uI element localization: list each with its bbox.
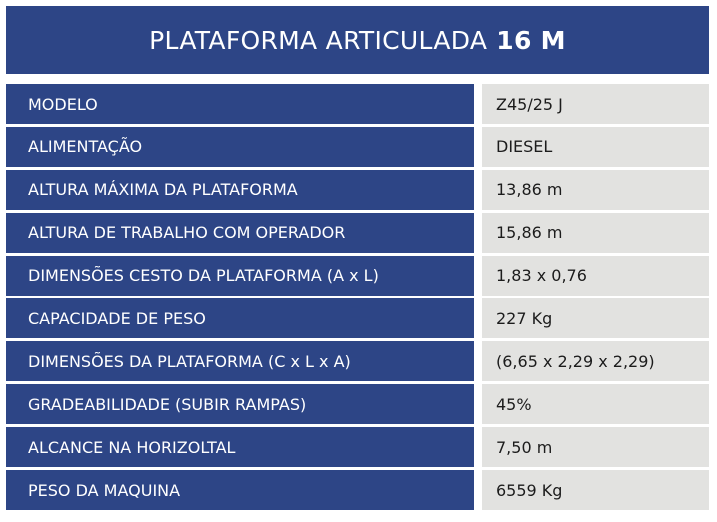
spec-row-alcance: ALCANCE NA HORIZOLTAL 7,50 m [6, 427, 709, 468]
title-regular: PLATAFORMA ARTICULADA [149, 25, 488, 55]
spec-value: (6,65 x 2,29 x 2,29) [482, 341, 709, 382]
spec-row-peso: PESO DA MAQUINA 6559 Kg [6, 470, 709, 511]
spec-value: 7,50 m [482, 427, 709, 468]
spec-label: ALIMENTAÇÃO [6, 126, 474, 167]
spec-row-altura-trabalho: ALTURA DE TRABALHO COM OPERADOR 15,86 m [6, 212, 709, 253]
spec-label: DIMENSÕES CESTO DA PLATAFORMA (A x L) [6, 255, 474, 296]
spec-label: ALTURA MÁXIMA DA PLATAFORMA [6, 169, 474, 210]
spec-value: 1,83 x 0,76 [482, 255, 709, 296]
spec-label: GRADEABILIDADE (SUBIR RAMPAS) [6, 384, 474, 425]
spec-value: Z45/25 J [482, 84, 709, 124]
spec-row-modelo: MODELO Z45/25 J [6, 84, 709, 124]
spec-value: 15,86 m [482, 212, 709, 253]
spec-label: MODELO [6, 84, 474, 124]
spec-label: ALTURA DE TRABALHO COM OPERADOR [6, 212, 474, 253]
spec-row-altura-maxima: ALTURA MÁXIMA DA PLATAFORMA 13,86 m [6, 169, 709, 210]
spec-value: 13,86 m [482, 169, 709, 210]
spec-label: ALCANCE NA HORIZOLTAL [6, 427, 474, 468]
page-title: PLATAFORMA ARTICULADA 16 M [6, 6, 709, 74]
title-bold: 16 M [496, 25, 566, 55]
spec-value: 227 Kg [482, 298, 709, 339]
spec-label: CAPACIDADE DE PESO [6, 298, 474, 339]
spec-value: 45% [482, 384, 709, 425]
spec-row-dimensoes-cesto: DIMENSÕES CESTO DA PLATAFORMA (A x L) 1,… [6, 255, 709, 296]
spec-row-capacidade: CAPACIDADE DE PESO 227 Kg [6, 298, 709, 339]
spec-table: MODELO Z45/25 J ALIMENTAÇÃO DIESEL ALTUR… [6, 84, 709, 513]
spec-value: DIESEL [482, 126, 709, 167]
spec-label: PESO DA MAQUINA [6, 470, 474, 511]
spec-row-alimentacao: ALIMENTAÇÃO DIESEL [6, 126, 709, 167]
spec-row-dimensoes-plataforma: DIMENSÕES DA PLATAFORMA (C x L x A) (6,6… [6, 341, 709, 382]
spec-value: 6559 Kg [482, 470, 709, 511]
spec-label: DIMENSÕES DA PLATAFORMA (C x L x A) [6, 341, 474, 382]
spec-row-gradeabilidade: GRADEABILIDADE (SUBIR RAMPAS) 45% [6, 384, 709, 425]
